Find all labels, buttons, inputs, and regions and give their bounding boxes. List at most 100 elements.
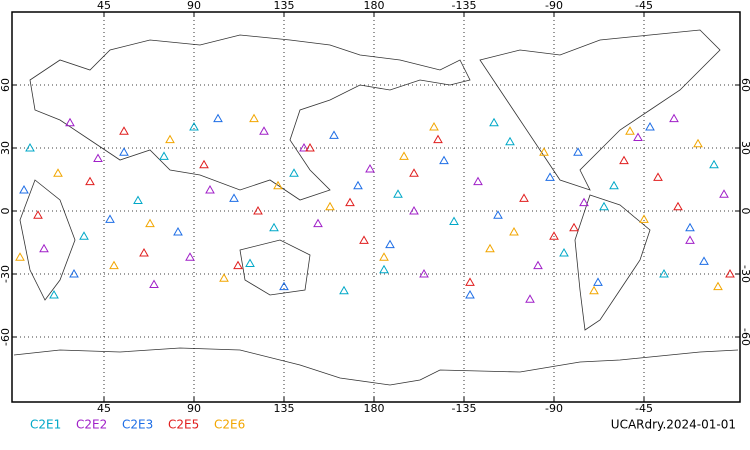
occultation-point xyxy=(485,243,495,253)
occultation-point xyxy=(473,176,483,186)
occultation-point xyxy=(279,281,289,291)
occultation-point xyxy=(379,252,389,261)
occultation-point xyxy=(625,126,635,135)
occultation-point xyxy=(533,260,543,270)
occultation-point xyxy=(519,193,529,202)
occultation-point xyxy=(273,180,283,190)
occultation-point xyxy=(149,279,159,288)
occultation-point xyxy=(213,113,223,123)
occultation-point xyxy=(639,214,649,223)
occultation-point xyxy=(289,168,299,177)
occultation-point xyxy=(493,210,503,219)
occultation-point xyxy=(379,264,389,274)
occultation-point xyxy=(673,201,683,211)
occultation-point xyxy=(105,214,115,223)
x-tick-label: -135 xyxy=(452,0,477,12)
occultation-point xyxy=(269,222,279,232)
occultation-point xyxy=(165,134,175,144)
occultation-point xyxy=(433,134,443,144)
occultation-point xyxy=(245,258,255,267)
occultation-point xyxy=(713,281,723,291)
occultation-point xyxy=(609,180,619,190)
occultation-point xyxy=(119,147,129,156)
y-tick-label: -60 xyxy=(0,328,12,346)
occultation-point xyxy=(15,252,25,261)
x-tick-label: -45 xyxy=(635,0,653,12)
x-tick-label: 135 xyxy=(274,0,295,12)
occultation-point xyxy=(19,184,29,194)
occultation-point xyxy=(339,285,349,295)
occultation-point xyxy=(619,155,629,165)
occultation-point xyxy=(509,226,519,236)
y-tick-label: -30 xyxy=(0,265,12,283)
occultation-point xyxy=(709,159,719,169)
occultation-point xyxy=(539,147,549,156)
occultation-point xyxy=(429,121,439,131)
occultation-point xyxy=(133,195,143,204)
x-tick-label: -90 xyxy=(545,402,563,415)
occultation-point xyxy=(299,142,309,152)
occultation-point xyxy=(725,268,735,278)
occultation-point xyxy=(505,136,515,146)
occultation-point xyxy=(185,252,195,261)
occultation-point xyxy=(173,226,183,236)
occultation-point xyxy=(573,147,583,156)
y-tick-label: 30 xyxy=(0,141,12,155)
occultation-point xyxy=(259,126,269,135)
occultation-point xyxy=(33,210,43,219)
occultation-point xyxy=(249,113,259,123)
occultation-point xyxy=(525,294,535,303)
occultation-point xyxy=(393,189,403,198)
occultation-point xyxy=(419,268,429,278)
x-tick-label: 180 xyxy=(364,0,385,12)
occultation-point xyxy=(365,163,375,173)
legend-entry: C2E3 xyxy=(122,418,153,432)
coast-africa xyxy=(19,179,76,301)
occultation-point xyxy=(305,142,315,152)
occultation-point xyxy=(25,142,35,152)
occultation-point xyxy=(685,222,695,232)
y-tick-label: -30 xyxy=(739,265,750,283)
x-tick-label: -135 xyxy=(452,402,477,415)
occultation-point xyxy=(159,151,169,160)
legend-entry: C2E5 xyxy=(168,418,199,432)
occultation-point xyxy=(359,235,369,244)
occultation-point xyxy=(593,277,603,286)
occultation-point xyxy=(229,193,239,202)
occultation-point xyxy=(465,277,475,286)
occultation-point xyxy=(325,201,335,211)
occultation-point xyxy=(559,247,569,257)
y-tick-label: -60 xyxy=(739,328,750,346)
y-tick-label: 30 xyxy=(739,141,750,155)
occultation-point xyxy=(385,239,395,249)
x-tick-label: 135 xyxy=(274,402,295,415)
occultation-point xyxy=(545,172,555,181)
occultation-point xyxy=(199,159,209,169)
occultation-point xyxy=(645,121,655,131)
occultation-point xyxy=(589,285,599,295)
occultation-point xyxy=(489,117,499,127)
occultation-point xyxy=(439,155,449,165)
coast-north-america xyxy=(479,29,721,191)
occultation-point xyxy=(579,197,589,207)
x-tick-label: 45 xyxy=(97,0,111,12)
occultation-point xyxy=(353,180,363,190)
x-tick-label: 180 xyxy=(364,402,385,415)
occultation-point xyxy=(233,260,243,270)
occultation-point xyxy=(205,184,215,194)
coast-eurasia xyxy=(29,34,471,201)
y-tick-label: 60 xyxy=(0,78,12,92)
occultation-point xyxy=(119,126,129,135)
x-tick-label: -90 xyxy=(545,0,563,12)
coast-antarctica xyxy=(13,347,739,386)
x-tick-label: 90 xyxy=(187,402,201,415)
x-tick-label: -45 xyxy=(635,402,653,415)
occultation-point xyxy=(659,268,669,278)
coast-australia xyxy=(239,239,311,296)
occultation-point xyxy=(685,235,695,244)
occultation-point xyxy=(719,189,729,198)
x-tick-label: 45 xyxy=(97,402,111,415)
occultation-point xyxy=(85,176,95,186)
occultation-point xyxy=(549,231,559,240)
